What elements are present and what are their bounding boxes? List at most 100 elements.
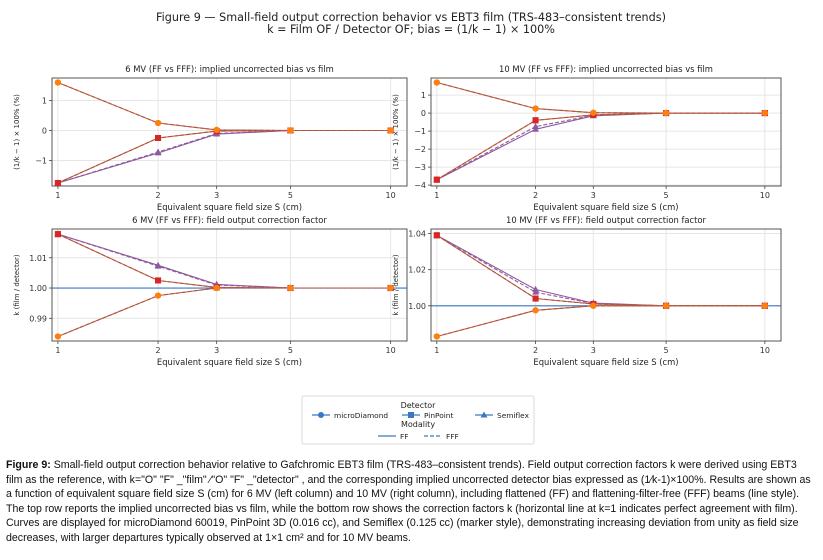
legend-detector-label: PinPoint [424,411,453,420]
y-tick-label: 0.99 [29,314,47,323]
y-tick-label: 0 [421,109,426,118]
axes-frame [430,228,782,342]
axes-frame [51,77,408,187]
x-tick-label: 1 [55,346,60,355]
series-line [436,234,765,307]
series-line [57,287,391,338]
data-point [532,105,539,112]
data-point [433,79,440,86]
series-line [57,233,391,289]
data-point [761,302,768,309]
figure-canvas: Figure 9 — Small-field output correction… [13,11,782,445]
data-point [761,110,768,117]
series-line [436,112,765,181]
series-line [57,233,391,289]
data-point [590,302,597,309]
data-point [213,126,220,133]
x-tick-label: 1 [434,191,439,200]
data-point [433,232,440,239]
series-line [436,112,765,181]
y-tick-label: −3 [414,163,426,172]
x-tick-label: 10 [760,346,770,355]
panel-title: 6 MV (FF vs FFF): field output correctio… [132,215,327,225]
data-point [54,231,61,238]
x-tick-label: 10 [386,346,396,355]
figure-subtitle: k = Film OF / Detector OF; bias = (1/k −… [267,23,555,36]
figure-title: Figure 9 — Small-field output correction… [156,11,666,24]
chart-panel: 1 2 3 5 10 −4 −3 −2 −1 0 1 10 MV (FF vs FFF): impli… [392,64,782,212]
series-line [57,233,391,289]
y-tick-label: 1.02 [408,266,426,275]
data-point [154,262,162,269]
legend-modality-label: FF [400,432,409,441]
legend-marker-square [408,412,414,418]
x-tick-label: 3 [591,191,596,200]
x-tick-label: 3 [214,191,219,200]
panel-title: 10 MV (FF vs FFF): implied uncorrected b… [499,64,713,74]
x-axis-label: Equivalent square field size S (cm) [533,357,678,367]
y-tick-label: 1.01 [29,254,47,263]
data-point [154,148,162,155]
series-line [436,234,765,307]
x-tick-label: 5 [664,191,669,200]
data-point [532,288,539,295]
y-tick-label: 1.00 [29,284,47,293]
x-tick-label: 1 [55,191,60,200]
series-line [57,81,391,132]
y-axis-label: k (film / detector) [392,254,400,316]
y-tick-label: 1.04 [408,230,426,239]
legend-modality-title: Modality [401,420,435,429]
axes-frame [430,77,782,187]
data-point [54,333,61,340]
figure-caption: Figure 9: Small-field output correction … [6,458,812,546]
data-point [154,119,162,127]
data-point [287,127,294,134]
caption-label: Figure 9: [6,459,51,471]
series-line [436,305,765,338]
data-point [532,123,539,129]
data-point [54,79,61,86]
legend: Detector microDiamond PinPoint Semiflex Moda… [301,395,535,445]
data-point [287,284,294,292]
series-line [436,234,765,307]
x-tick-label: 5 [288,191,293,200]
data-point [213,284,220,292]
series-line [436,81,765,114]
x-axis-label: Equivalent square field size S (cm) [157,357,302,367]
data-point [433,333,440,340]
chart-panel: 1 2 3 5 10 1.00 1.02 1.04 10 MV (FF vs FFF): fie… [392,215,782,367]
chart-panel: 1 2 3 5 10 −1 0 1 6 MV (FF vs FFF): implied unco… [13,64,408,212]
y-tick-label: 0 [42,127,47,136]
y-axis-label: k (film / detector) [13,254,21,316]
data-point [54,180,61,186]
x-axis-label: Equivalent square field size S (cm) [533,202,678,212]
data-point [663,302,670,309]
x-tick-label: 10 [760,191,770,200]
y-tick-label: −4 [414,181,426,190]
x-tick-label: 2 [156,191,161,200]
data-point [155,135,162,141]
x-tick-label: 10 [386,191,396,200]
series-line [57,233,391,289]
legend-marker-circle [318,412,324,418]
data-point [663,110,670,117]
series-line [436,234,765,307]
series-line [57,81,391,132]
series-line [436,112,765,181]
data-point [387,284,394,292]
y-axis-label: (1/k − 1) × 100% (%) [13,94,21,170]
chart-panel: 1 2 3 5 10 0.99 1.00 1.01 6 MV (FF vs FFF): fiel… [13,215,408,367]
y-tick-label: 1 [421,91,426,100]
data-point [387,127,394,134]
caption-text: Small-field output correction behavior r… [6,459,811,544]
legend-detector-label: microDiamond [334,411,388,420]
y-axis-label: (1/k − 1) × 100% (%) [392,94,400,170]
y-tick-label: −1 [414,127,426,136]
data-point [532,295,539,302]
data-point [155,277,162,284]
x-tick-label: 3 [591,346,596,355]
x-tick-label: 5 [664,346,669,355]
axes-frame [51,228,408,342]
series-line [436,112,765,181]
